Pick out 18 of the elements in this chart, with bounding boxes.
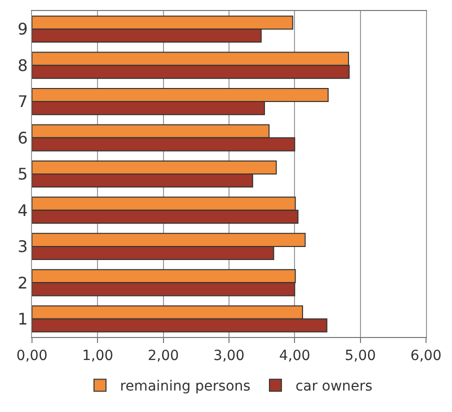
- x-tick-label: 2,00: [148, 348, 179, 364]
- x-tick-label: 4,00: [279, 348, 310, 364]
- x-tick-label: 1,00: [82, 348, 114, 364]
- legend-label: car owners: [295, 378, 372, 395]
- x-tick-label: 6,00: [410, 348, 442, 364]
- y-tick-label: 4: [18, 200, 28, 220]
- x-tick-label: 0,00: [16, 348, 48, 364]
- x-tick-label: 5,00: [344, 348, 376, 364]
- y-tick-label: 2: [18, 273, 28, 292]
- x-tick-label: 3,00: [213, 348, 245, 364]
- y-tick-label: 6: [18, 128, 28, 148]
- y-tick-label: 1: [18, 309, 28, 328]
- y-tick-label: 3: [18, 237, 28, 256]
- y-tick-label: 5: [18, 164, 28, 184]
- y-tick-label: 7: [18, 92, 28, 112]
- y-tick-label: 9: [18, 20, 28, 39]
- y-tick-label: 8: [18, 56, 28, 75]
- legend-label: remaining persons: [120, 378, 250, 395]
